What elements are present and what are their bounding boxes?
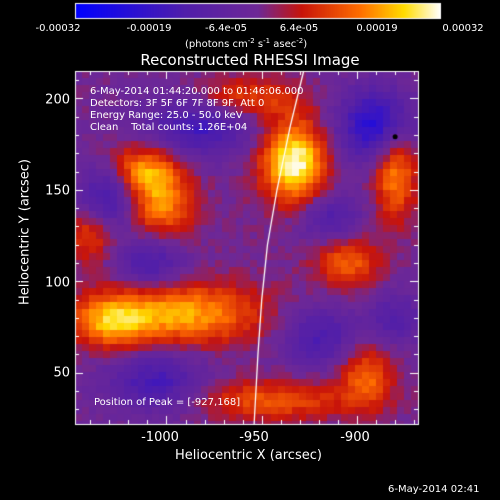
y-tick-label: 50 <box>53 365 70 381</box>
footer-timestamp: 6-May-2014 02:41 <box>388 484 480 495</box>
y-tick-label: 100 <box>45 275 70 291</box>
clean-counts-label: Clean Total counts: 1.26E+04 <box>90 122 248 133</box>
peak-position-label: Position of Peak = [-927,168] <box>94 397 241 408</box>
colorbar-tick: -0.00032 <box>35 23 81 34</box>
energy-range-label: Energy Range: 25.0 - 50.0 keV <box>90 110 243 121</box>
x-tick-label: -900 <box>340 430 370 445</box>
x-tick-label: -950 <box>239 430 269 445</box>
colorbar-units: (photons cm-2 s-1 asec-2) <box>185 37 308 50</box>
y-tick-label: 150 <box>45 183 70 199</box>
colorbar-tick: 0.00019 <box>356 23 398 34</box>
time-range-label: 6-May-2014 01:44:20.000 to 01:46:06.000 <box>90 86 304 97</box>
y-axis-label: Heliocentric Y (arcsec) <box>17 159 33 305</box>
chart-title: Reconstructed RHESSI Image <box>140 51 360 69</box>
detectors-label: Detectors: 3F 5F 6F 7F 8F 9F, Att 0 <box>90 98 265 109</box>
x-tick-label: -1000 <box>141 430 179 445</box>
y-tick-label: 200 <box>45 92 70 108</box>
x-axis-label: Heliocentric X (arcsec) <box>175 448 322 463</box>
colorbar-tick: 6.4e-05 <box>279 23 319 34</box>
colorbar-tick: 0.00032 <box>442 23 484 34</box>
colorbar-tick: -6.4e-05 <box>205 23 247 34</box>
colorbar-tick: -0.00019 <box>126 23 172 34</box>
